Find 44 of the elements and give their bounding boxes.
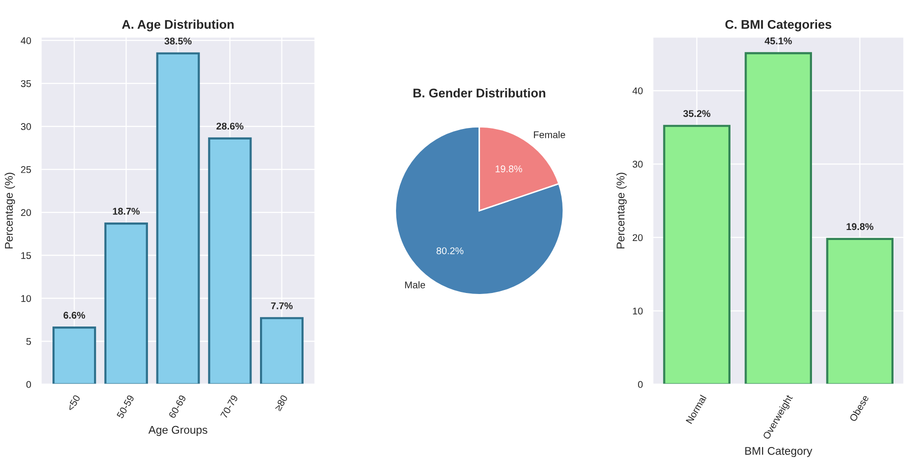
data-label: 28.6% — [216, 122, 244, 130]
bar — [744, 52, 812, 384]
chart-title: C. BMI Categories — [725, 20, 832, 32]
data-label: 18.7% — [112, 208, 140, 215]
slice-label: Female — [534, 131, 566, 138]
data-label: 45.1% — [764, 37, 792, 44]
y-tick-label: 0 — [26, 381, 31, 388]
x-tick-label: <50 — [66, 394, 80, 412]
y-tick-label: 30 — [632, 160, 643, 168]
y-tick-label: 40 — [632, 87, 643, 94]
y-tick-label: 25 — [21, 166, 31, 174]
bar — [260, 317, 304, 384]
slice-label: Male — [405, 281, 426, 288]
y-axis-title: Percentage (%) — [4, 172, 15, 248]
bar — [663, 124, 730, 384]
data-label: 6.6% — [64, 312, 86, 319]
data-label: 80.2% — [436, 247, 464, 254]
y-tick-label: 15 — [21, 252, 31, 259]
bar — [826, 238, 894, 384]
data-label: 19.8% — [496, 165, 522, 172]
bar — [52, 326, 96, 384]
y-tick-label: 10 — [21, 295, 31, 302]
y-tick-label: 40 — [20, 37, 31, 44]
data-label: 38.5% — [164, 38, 192, 45]
x-tick-label: ≥80 — [274, 394, 288, 412]
y-tick-label: 10 — [633, 308, 643, 314]
y-tick-label: 20 — [21, 209, 31, 216]
y-tick-label: 30 — [20, 123, 31, 130]
y-tick-label: 0 — [638, 381, 643, 388]
bar — [208, 137, 252, 384]
y-tick-label: 5 — [26, 338, 31, 345]
y-axis-title: Percentage (%) — [616, 172, 627, 248]
data-label: 7.7% — [271, 302, 293, 310]
pie-slice — [394, 126, 564, 296]
chart-title: A. Age Distribution — [122, 20, 234, 32]
data-label: 35.2% — [683, 110, 710, 118]
bar — [156, 52, 200, 384]
y-tick-label: 35 — [20, 80, 31, 88]
y-tick-label: 20 — [632, 234, 643, 242]
data-label: 19.8% — [846, 223, 874, 230]
bar — [104, 222, 148, 384]
x-axis-title: Age Groups — [148, 426, 208, 436]
x-axis-title: BMI Category — [745, 446, 812, 458]
chart-title: B. Gender Distribution — [413, 88, 546, 98]
